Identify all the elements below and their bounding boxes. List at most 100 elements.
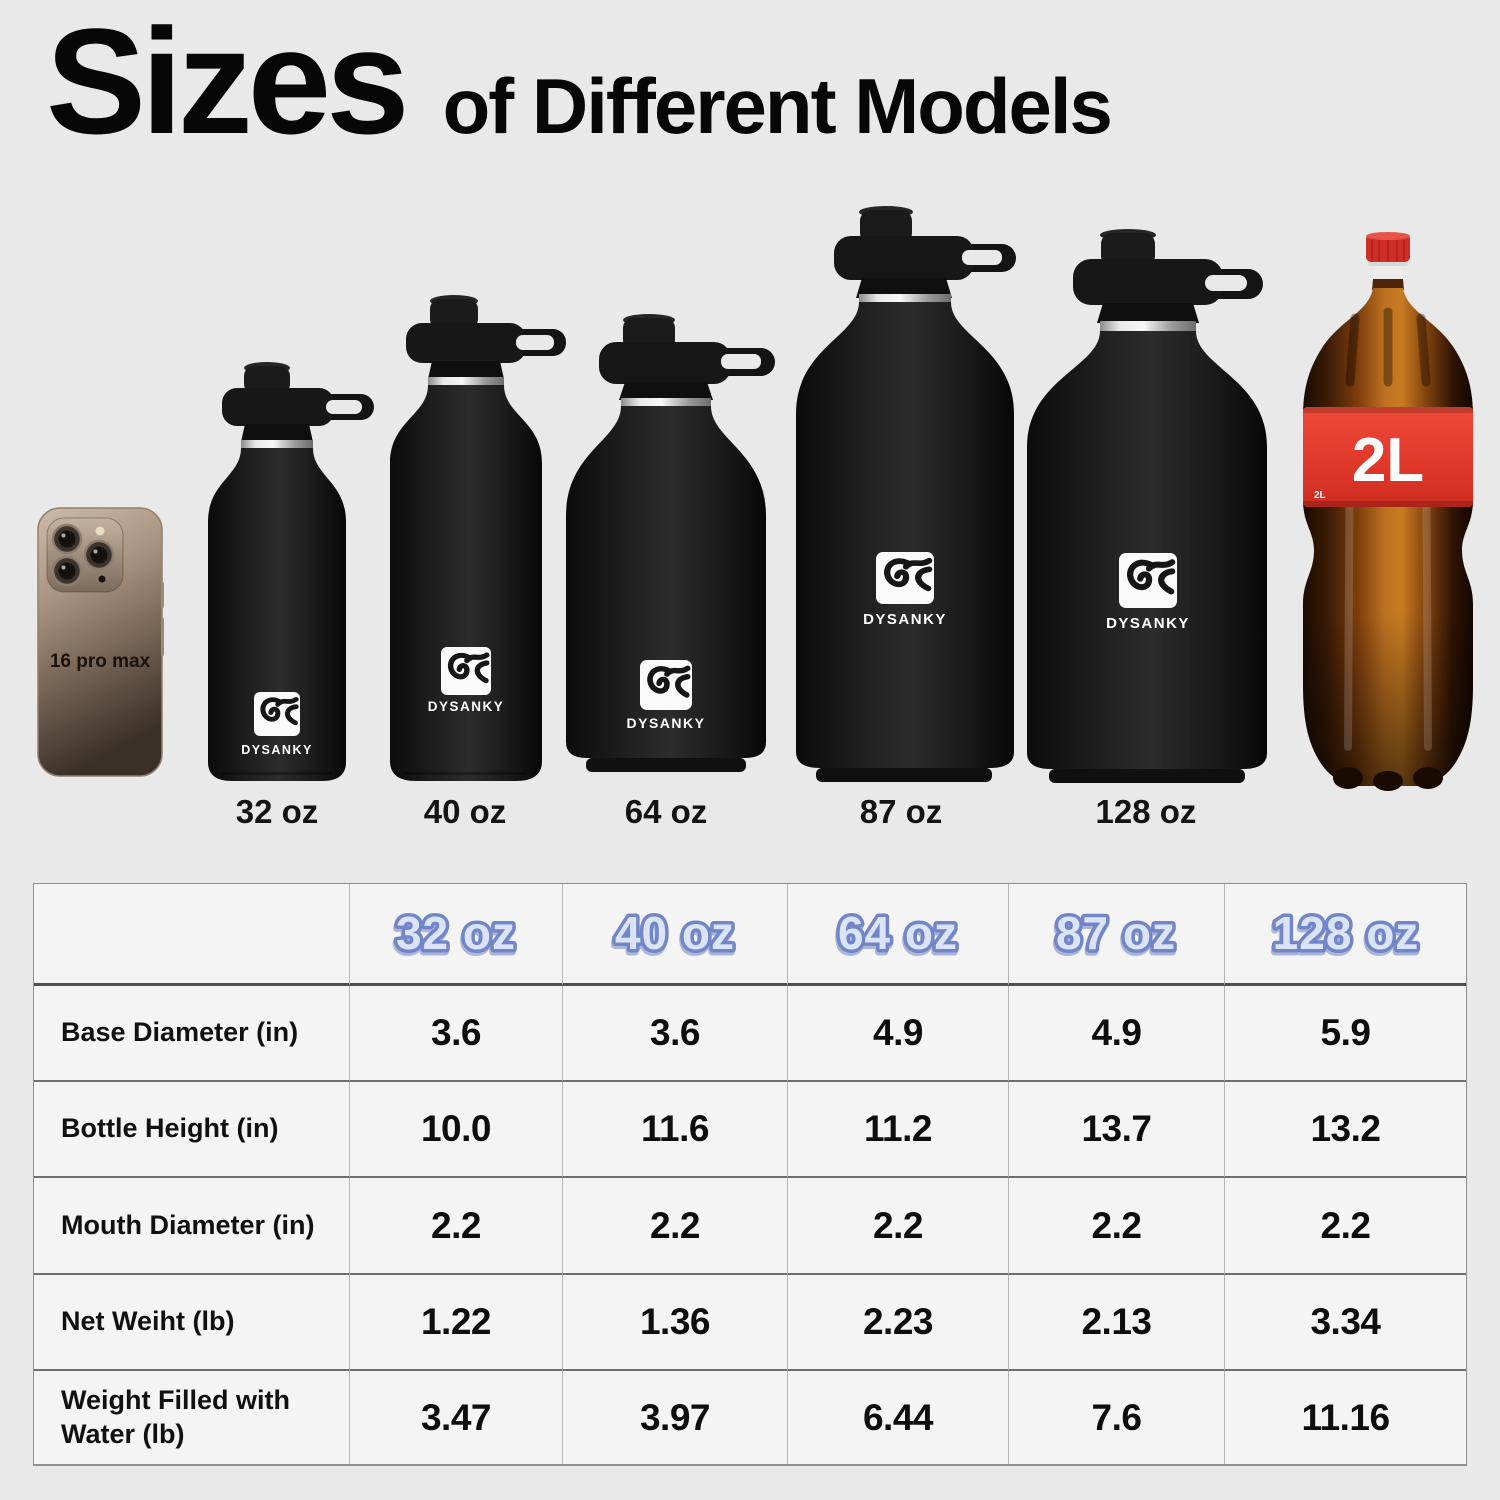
- cell-value: 13.7: [1009, 1082, 1225, 1178]
- bottle-32oz-image: DYSANKY: [208, 362, 374, 781]
- bottle-body: [566, 406, 766, 758]
- cell-value: 10.0: [350, 1082, 563, 1178]
- table-header-empty: [34, 884, 350, 986]
- cell-value: 13.2: [1225, 1082, 1466, 1178]
- value-text: 7.6: [1091, 1396, 1142, 1438]
- cell-value: 3.6: [350, 986, 563, 1082]
- value-text: 13.2: [1310, 1108, 1381, 1149]
- bottle-87oz-image: DYSANKY: [796, 206, 1016, 782]
- value-text: 11.6: [641, 1108, 709, 1149]
- brand-name: DYSANKY: [428, 699, 505, 714]
- bottle-cap: [834, 206, 1016, 298]
- value-text: 2.2: [650, 1204, 700, 1246]
- bottle-64oz-image: DYSANKY: [566, 314, 775, 772]
- value-text: 3.97: [639, 1396, 711, 1438]
- brand-logo: DYSANKY: [1106, 553, 1190, 632]
- cell-value: 7.6: [1009, 1371, 1225, 1464]
- value-text: 5.9: [1320, 1012, 1371, 1053]
- brand-name: DYSANKY: [1106, 615, 1190, 632]
- bottle-40oz-image: DYSANKY: [390, 295, 566, 781]
- cell-value: 4.9: [1009, 986, 1225, 1082]
- caption-128oz: 128 oz: [1095, 793, 1197, 830]
- cola-label: 2L 2L: [1303, 407, 1473, 507]
- table-header-40oz: 40 oz: [563, 884, 788, 986]
- caption-87oz: 87 oz: [859, 793, 943, 830]
- table-header-64oz: 64 oz: [788, 884, 1009, 986]
- phone-camera-lenses-icon: [51, 523, 115, 587]
- row-label-text: Net Weiht (lb): [61, 1306, 235, 1337]
- bottle-cap: [599, 314, 775, 400]
- bottle-steel-rim: [428, 377, 504, 387]
- phone-label: 16 pro max: [50, 651, 151, 672]
- bottle-base-ring: [1049, 769, 1245, 783]
- page-title-rest: of Different Models: [442, 62, 1113, 150]
- bottle-body: [796, 302, 1014, 768]
- value-text: 2.2: [873, 1204, 923, 1246]
- value-text: 4.9: [1091, 1012, 1142, 1053]
- brand-logo: DYSANKY: [428, 647, 505, 714]
- row-label: Net Weiht (lb): [34, 1275, 350, 1371]
- brand-logo: DYSANKY: [241, 692, 313, 757]
- header-label: 64 oz: [838, 907, 958, 959]
- cell-value: 1.36: [563, 1275, 788, 1371]
- row-label-text: Weight Filled with Water (lb): [61, 1384, 290, 1449]
- bottle-base-ring: [586, 758, 746, 772]
- cell-value: 3.34: [1225, 1275, 1466, 1371]
- brand-name: DYSANKY: [863, 611, 947, 628]
- bottle-steel-rim: [621, 398, 711, 409]
- cell-value: 11.16: [1225, 1371, 1466, 1464]
- value-text: 2.2: [1091, 1204, 1142, 1246]
- row-label-text: Mouth Diameter (in): [61, 1209, 315, 1240]
- value-text: 3.6: [431, 1012, 481, 1053]
- phone-side-button: [161, 582, 164, 608]
- cell-value: 11.2: [788, 1082, 1009, 1178]
- size-comparison-table: 32 oz 40 oz 64 oz 87 oz 128 oz Base Diam…: [33, 883, 1467, 1466]
- cell-value: 2.2: [563, 1178, 788, 1275]
- value-text: 6.44: [862, 1396, 934, 1438]
- row-label: Bottle Height (in): [34, 1082, 350, 1178]
- bottle-steel-rim: [241, 440, 313, 450]
- bottle-steel-rim: [1100, 321, 1196, 333]
- cell-value: 2.13: [1009, 1275, 1225, 1371]
- row-label: Base Diameter (in): [34, 986, 350, 1082]
- cola-base-feet: [1333, 767, 1443, 791]
- cola-bottle-2l-image: 2L 2L: [1303, 232, 1473, 791]
- bottle-steel-rim: [859, 294, 951, 305]
- cola-cap: [1366, 232, 1410, 266]
- brand-logo: DYSANKY: [863, 552, 947, 628]
- value-text: 4.9: [873, 1012, 923, 1053]
- bottle-body: [208, 448, 346, 781]
- value-text: 10.0: [420, 1108, 492, 1149]
- value-text: 2.23: [862, 1301, 934, 1342]
- cola-size-label: 2L: [1352, 426, 1424, 495]
- bottle-base-line: [404, 772, 526, 775]
- cell-value: 3.47: [350, 1371, 563, 1464]
- cell-value: 2.2: [350, 1178, 563, 1275]
- value-text: 11.16: [1301, 1396, 1390, 1438]
- bottle-base-line: [222, 772, 332, 775]
- bottle-body: [390, 385, 542, 781]
- row-label: Mouth Diameter (in): [34, 1178, 350, 1275]
- cell-value: 2.2: [1009, 1178, 1225, 1275]
- value-text: 1.22: [420, 1301, 492, 1342]
- bottle-cap: [1073, 229, 1263, 323]
- table-header-32oz: 32 oz: [350, 884, 563, 986]
- value-text: 3.6: [650, 1012, 700, 1053]
- value-text: 3.34: [1310, 1301, 1381, 1342]
- cell-value: 1.22: [350, 1275, 563, 1371]
- page-title-main: Sizes: [46, 0, 410, 165]
- header-label: 128 oz: [1272, 907, 1419, 959]
- cell-value: 4.9: [788, 986, 1009, 1082]
- header-label: 87 oz: [1056, 907, 1176, 959]
- bottle-base-ring: [816, 768, 992, 782]
- row-label-text: Bottle Height (in): [61, 1113, 279, 1144]
- cell-value: 11.6: [563, 1082, 788, 1178]
- brand-name: DYSANKY: [241, 743, 313, 757]
- value-text: 1.36: [639, 1301, 711, 1342]
- table-header-87oz: 87 oz: [1009, 884, 1225, 986]
- cell-value: 6.44: [788, 1371, 1009, 1464]
- value-text: 3.47: [420, 1396, 492, 1438]
- cell-value: 2.23: [788, 1275, 1009, 1371]
- value-text: 13.7: [1081, 1108, 1152, 1149]
